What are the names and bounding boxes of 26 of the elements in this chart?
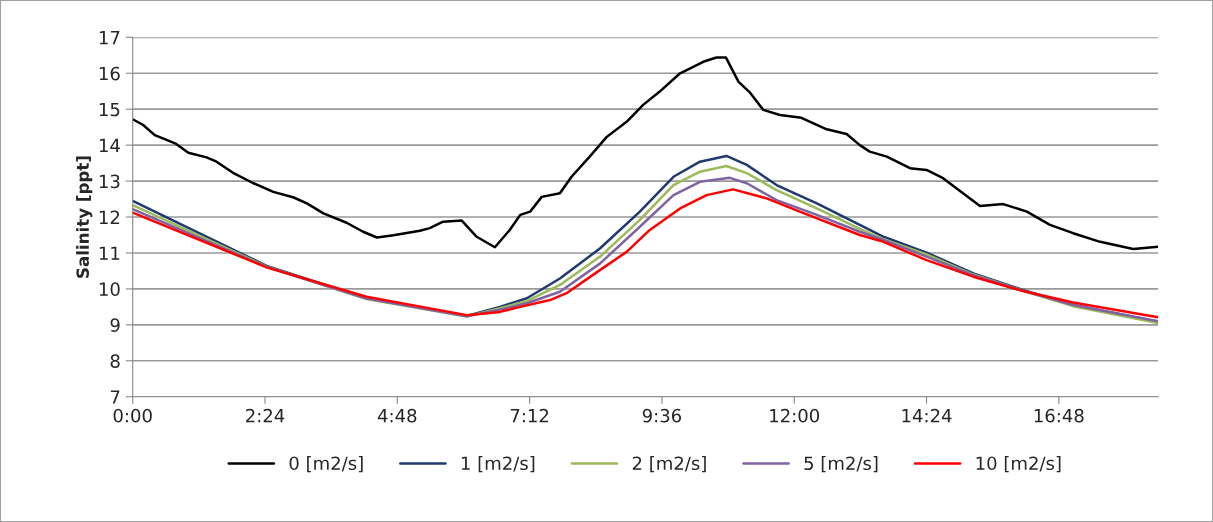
- y-tick-label: 9: [110, 318, 120, 332]
- y-tick-label: 15: [99, 102, 120, 117]
- y-tick-label: 10: [99, 282, 120, 297]
- y-tick-label: 16: [99, 66, 120, 81]
- y-tick-label: 12: [99, 210, 120, 224]
- legend-label: 5 [m2/s]: [804, 456, 878, 473]
- y-tick-label: 17: [99, 31, 120, 45]
- x-tick-label: 0:00: [113, 408, 152, 423]
- x-tick-label: 9:36: [642, 408, 682, 423]
- legend-label: 0 [m2/s]: [289, 456, 363, 473]
- y-axis-title: Salinity [ppt]: [76, 156, 93, 278]
- legend-label: 2 [m2/s]: [632, 456, 706, 473]
- y-tick-label: 7: [110, 390, 120, 404]
- line-series: [132, 56, 1159, 251]
- y-tick-label: 11: [99, 246, 120, 260]
- x-tick-label: 2:24: [246, 408, 285, 423]
- y-tick-label: 8: [110, 354, 120, 368]
- x-tick-label: 12:00: [770, 408, 820, 423]
- x-tick-label: 16:48: [1034, 408, 1084, 423]
- legend-label: 10 [m2/s]: [976, 456, 1061, 473]
- legend-label: 1 [m2/s]: [461, 456, 535, 473]
- x-tick-label: 4:48: [377, 408, 417, 423]
- y-tick-label: 14: [99, 138, 120, 152]
- x-tick-label: 14:24: [902, 408, 952, 423]
- y-tick-label: 13: [99, 174, 120, 189]
- x-tick-label: 7:12: [510, 408, 549, 423]
